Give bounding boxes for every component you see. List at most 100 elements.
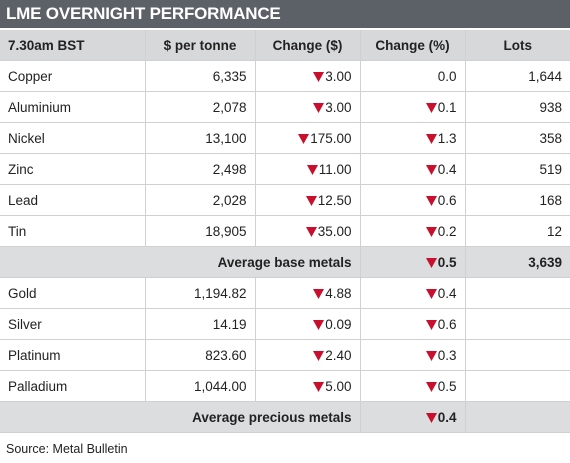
cell: 11.00 [255, 153, 361, 185]
metal-row: Tin 18,905 35.00 0.2 12 [0, 215, 570, 247]
cell: 1,644 [465, 60, 570, 92]
metal-row: Palladium 1,044.00 5.00 0.5 [0, 370, 570, 402]
cell: 0.5 [360, 370, 466, 402]
cell-value: 0.09 [325, 316, 352, 332]
column-header: $ per tonne [145, 30, 256, 61]
cell-value: 12.50 [317, 192, 352, 208]
trend-arrow [425, 133, 437, 144]
trend-arrow [305, 226, 317, 237]
trend-arrow [298, 133, 310, 144]
cell: 938 [465, 91, 570, 123]
trend-arrow [425, 350, 437, 361]
cell [465, 277, 570, 309]
trend-arrow [425, 257, 437, 268]
cell: 0.3 [360, 339, 466, 371]
cell-value: 11.00 [318, 161, 352, 177]
cell: 2,498 [145, 153, 256, 185]
metal-row: Nickel 13,100 175.00 1.3 358 [0, 122, 570, 154]
trend-arrow [313, 381, 325, 392]
metal-name: Silver [0, 308, 146, 340]
cell-value: 0.4 [437, 161, 457, 177]
cell: 1.3 [360, 122, 466, 154]
trend-arrow [313, 102, 325, 113]
cell [465, 308, 570, 340]
cell: 3.00 [255, 91, 361, 123]
performance-table: 7.30am BST $ per tonne Change ($) Change (%… [0, 30, 570, 433]
summary-label: Average precious metals [0, 401, 361, 433]
metal-name: Zinc [0, 153, 146, 185]
cell-value: 175.00 [310, 130, 352, 146]
cell: 6,335 [145, 60, 256, 92]
trend-arrow [425, 381, 437, 392]
cell-value: 0.5 [437, 254, 457, 270]
metal-name: Palladium [0, 370, 146, 402]
summary-lots: 3,639 [465, 246, 570, 278]
cell-value: 0.4 [437, 285, 457, 301]
table-title: LME OVERNIGHT PERFORMANCE [0, 0, 570, 28]
metal-row: Zinc 2,498 11.00 0.4 519 [0, 153, 570, 185]
cell-value: 3.00 [325, 68, 352, 84]
cell-value: 1.3 [437, 130, 457, 146]
cell-value: 5.00 [325, 378, 352, 394]
trend-arrow [425, 288, 437, 299]
cell [465, 339, 570, 371]
cell: 18,905 [145, 215, 256, 247]
metal-name: Tin [0, 215, 146, 247]
cell: 1,044.00 [145, 370, 256, 402]
trend-arrow [425, 226, 437, 237]
cell: 4.88 [255, 277, 361, 309]
cell: 358 [465, 122, 570, 154]
cell: 0.09 [255, 308, 361, 340]
metal-row: Silver 14.19 0.09 0.6 [0, 308, 570, 340]
metal-name: Lead [0, 184, 146, 216]
cell: 14.19 [145, 308, 256, 340]
cell-value: 0.1 [437, 99, 457, 115]
cell: 0.6 [360, 184, 466, 216]
cell: 2,028 [145, 184, 256, 216]
cell-value: 0.2 [437, 223, 457, 239]
metal-name: Gold [0, 277, 146, 309]
trend-arrow [425, 164, 437, 175]
trend-arrow [425, 195, 437, 206]
metal-name: Nickel [0, 122, 146, 154]
cell-value: 0.6 [437, 192, 457, 208]
cell: 35.00 [255, 215, 361, 247]
cell: 13,100 [145, 122, 256, 154]
cell-value: 0.3 [437, 347, 457, 363]
cell: 519 [465, 153, 570, 185]
cell: 1,194.82 [145, 277, 256, 309]
cell: 3.00 [255, 60, 361, 92]
column-header: Lots [465, 30, 570, 61]
cell: 0.4 [360, 153, 466, 185]
cell: 823.60 [145, 339, 256, 371]
metal-row: Lead 2,028 12.50 0.6 168 [0, 184, 570, 216]
metal-name: Platinum [0, 339, 146, 371]
cell [465, 370, 570, 402]
cell: 0.0 [360, 60, 466, 92]
summary-lots [465, 401, 570, 433]
trend-arrow [313, 71, 325, 82]
cell: 0.6 [360, 308, 466, 340]
trend-arrow [313, 350, 325, 361]
cell: 12 [465, 215, 570, 247]
cell: 0.2 [360, 215, 466, 247]
source-note: Source: Metal Bulletin [6, 442, 128, 456]
column-header: Change (%) [360, 30, 466, 61]
trend-arrow [425, 102, 437, 113]
metal-name: Aluminium [0, 91, 146, 123]
cell: 168 [465, 184, 570, 216]
metal-row: Copper 6,335 3.00 0.0 1,644 [0, 60, 570, 92]
summary-label: Average base metals [0, 246, 361, 278]
cell-value: 3.00 [325, 99, 352, 115]
cell: 0.4 [360, 277, 466, 309]
header-row: 7.30am BST $ per tonne Change ($) Change (%… [0, 30, 570, 61]
trend-arrow [306, 164, 318, 175]
summary-change: 0.4 [360, 401, 466, 433]
summary-row: Average precious metals 0.4 [0, 401, 570, 433]
metal-row: Aluminium 2,078 3.00 0.1 938 [0, 91, 570, 123]
trend-arrow [305, 195, 317, 206]
cell-value: 35.00 [317, 223, 352, 239]
summary-change: 0.5 [360, 246, 466, 278]
cell: 2,078 [145, 91, 256, 123]
